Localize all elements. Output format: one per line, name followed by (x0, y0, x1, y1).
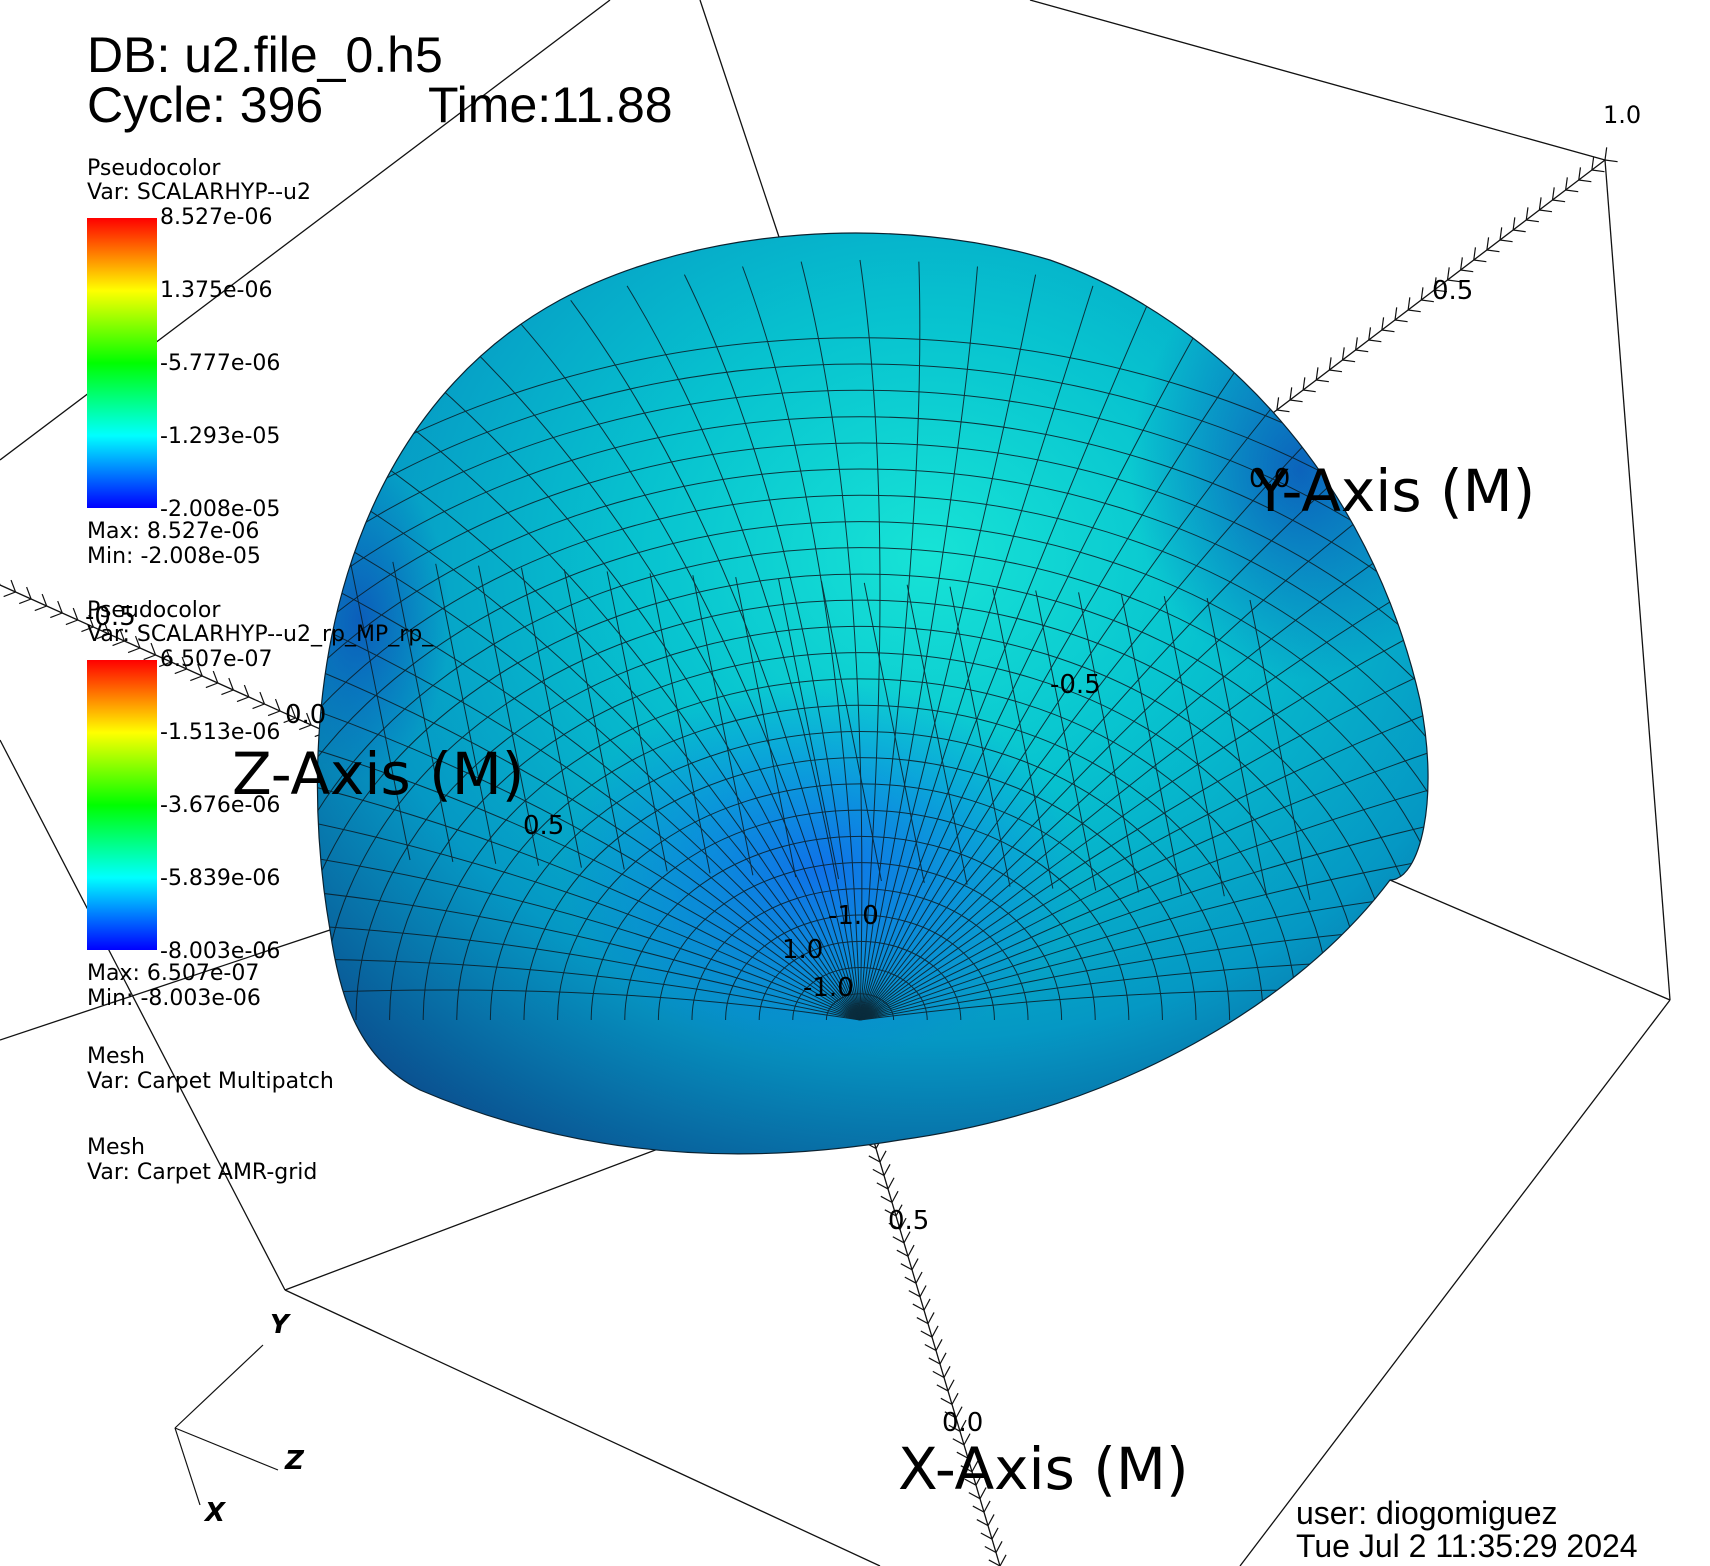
legend2-tick-1: -1.513e-06 (160, 720, 281, 745)
bounding-box (0, 0, 1671, 1566)
legend2-var: Var: SCALARHYP--u2_rp_MP_rp_ (87, 622, 434, 647)
triad-z-label: Z (285, 1446, 304, 1476)
y-tick-zero: 0.0 (1249, 464, 1291, 494)
mesh1-var: Var: Carpet Multipatch (87, 1069, 334, 1094)
y-tick-1: 1.0 (1603, 101, 1642, 129)
footer-date: Tue Jul 2 11:35:29 2024 (1296, 1528, 1638, 1564)
legend2-colorbar (87, 660, 157, 950)
hemisphere-surface (316, 232, 1429, 1155)
cycle-label: Cycle: 396 (87, 77, 324, 133)
triad-x-label: X (205, 1498, 226, 1528)
legend2-tick-2: -3.676e-06 (160, 793, 281, 818)
legend1-max: Max: 8.527e-06 (87, 519, 260, 544)
x-tick-neg-one: -1.0 (803, 973, 854, 1003)
legend1-tick-2: -5.777e-06 (160, 351, 281, 376)
z-tick-half: 0.5 (523, 811, 565, 841)
z-tick-zero: 0.0 (285, 700, 327, 730)
x-axis-title: X-Axis (M) (898, 1435, 1189, 1503)
legend1-var: Var: SCALARHYP--u2 (87, 180, 311, 205)
legend1-tick-0: 8.527e-06 (160, 205, 273, 230)
legend2-tick-3: -5.839e-06 (160, 866, 281, 891)
y-axis-title: Y-Axis (M) (1253, 457, 1536, 525)
database-title: DB: u2.file_0.h5 (87, 27, 443, 83)
legend2-tick-4: -8.003e-06 (160, 939, 281, 964)
z-tick-neg-half: -0.5 (85, 602, 136, 632)
legend2-max: Max: 6.507e-07 (87, 961, 260, 986)
legend1-colorbar (87, 218, 157, 508)
legend2-min: Min: -8.003e-06 (87, 986, 261, 1011)
mesh1-plot-type: Mesh (87, 1044, 145, 1069)
y-tick-half: 0.5 (1432, 276, 1474, 306)
mesh-grid (317, 259, 1429, 1021)
mesh2-plot-type: Mesh (87, 1135, 145, 1160)
footer-user: user: diogomiguez (1296, 1495, 1558, 1531)
mesh2-var: Var: Carpet AMR-grid (87, 1160, 318, 1185)
legend1-min: Min: -2.008e-05 (87, 544, 261, 569)
x-tick-half: 0.5 (888, 1206, 930, 1236)
legend2-tick-0: 6.507e-07 (160, 647, 273, 672)
legend1-tick-1: 1.375e-06 (160, 278, 273, 303)
legend1-tick-4: -2.008e-05 (160, 497, 281, 522)
y-tick-neg-half: -0.5 (1050, 670, 1101, 700)
triad-y-label: Y (270, 1310, 289, 1340)
legend2-plot-type: Pseudocolor (87, 598, 221, 623)
legend1-tick-3: -1.293e-05 (160, 424, 281, 449)
axis-triad (174, 1344, 279, 1506)
z-axis-title: Z-Axis (M) (232, 740, 525, 808)
z-tick-one: 1.0 (782, 935, 824, 965)
x-tick-zero: 0.0 (942, 1408, 984, 1438)
legend1-plot-type: Pseudocolor (87, 156, 221, 181)
y-tick-neg-one: -1.0 (828, 901, 879, 931)
time-label: Time:11.88 (428, 77, 673, 133)
